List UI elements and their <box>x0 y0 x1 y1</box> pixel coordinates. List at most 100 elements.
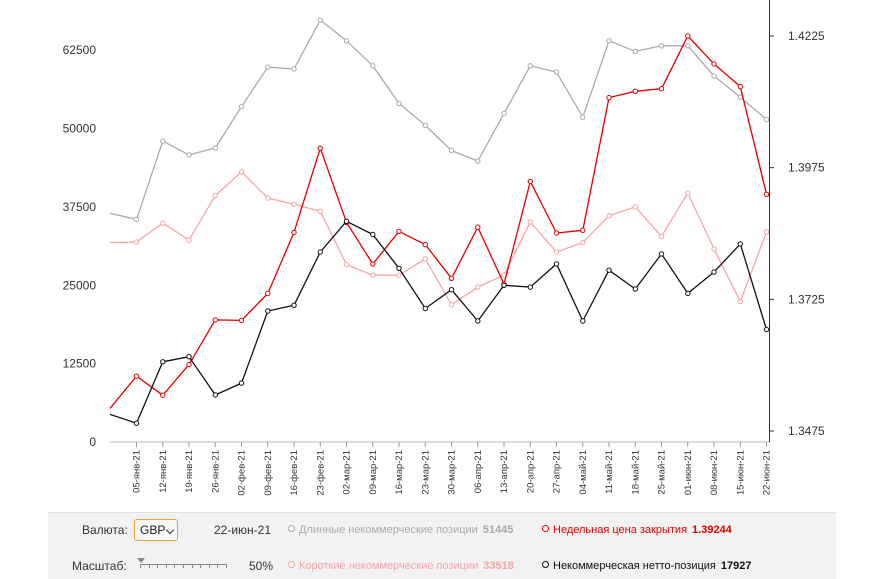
x-tick-label: 20-апр-21 <box>525 450 536 493</box>
data-point <box>133 239 140 245</box>
legend-short-value: 33518 <box>483 560 514 572</box>
data-point <box>422 122 428 129</box>
y-left-tick-label: 0 <box>89 435 96 449</box>
data-point <box>370 231 376 238</box>
legend-short[interactable]: Короткие некоммерческие позиции 33518 <box>288 560 514 572</box>
series-line <box>109 171 768 306</box>
x-tick-label: 01-июн-21 <box>683 450 694 495</box>
data-point <box>711 61 717 67</box>
data-point <box>422 241 428 248</box>
x-tick-label: 11-май-21 <box>604 450 615 494</box>
data-point <box>632 88 638 95</box>
scale-slider-tick <box>183 564 184 568</box>
legend-net[interactable]: Некоммерческая нетто-позиция 17927 <box>542 560 751 572</box>
data-point <box>370 261 376 267</box>
data-point <box>606 94 612 101</box>
scale-slider-tick <box>140 564 141 568</box>
data-point <box>711 269 717 275</box>
legend-price-value: 1.39244 <box>692 524 732 536</box>
data-point <box>133 373 140 379</box>
data-point <box>658 43 665 49</box>
data-point <box>291 66 297 72</box>
y-right-tick-label: 1.3725 <box>788 292 825 306</box>
data-point <box>343 218 350 225</box>
data-point <box>711 73 717 79</box>
scale-slider[interactable] <box>137 557 227 571</box>
x-tick-label: 02-фев-21 <box>237 450 248 496</box>
x-tick-label: 04-май-21 <box>578 450 589 495</box>
data-point <box>475 318 481 324</box>
data-point <box>553 69 560 75</box>
legend-short-marker-icon <box>288 561 295 568</box>
data-point <box>606 38 612 44</box>
data-point <box>658 233 665 240</box>
data-point <box>448 302 455 308</box>
series-line <box>109 19 767 221</box>
legend-long-label: Длинные некоммерческие позиции <box>299 524 478 536</box>
currency-value: GBP <box>140 523 166 537</box>
x-tick-label: 27-апр-21 <box>552 450 563 493</box>
data-point <box>580 227 586 234</box>
y-left-tick-label: 37500 <box>63 200 97 214</box>
data-point <box>448 287 455 293</box>
data-point <box>632 286 638 292</box>
data-point <box>396 272 402 278</box>
legend-net-label: Некоммерческая нетто-позиция <box>553 560 716 572</box>
scale-label: Масштаб: <box>72 559 127 573</box>
data-point <box>212 192 219 199</box>
data-point <box>160 359 166 365</box>
x-tick-label: 30-мар-21 <box>447 450 458 495</box>
x-tick-label: 23-фев-21 <box>315 450 326 496</box>
series-line <box>109 35 768 409</box>
data-point <box>501 110 507 117</box>
data-point <box>317 208 323 215</box>
x-tick-label: 05-янв-21 <box>132 450 143 493</box>
chevron-down-icon <box>165 525 175 535</box>
data-point <box>370 63 376 69</box>
data-point <box>343 261 350 268</box>
data-point <box>527 178 533 185</box>
scale-slider-tick <box>191 564 193 568</box>
data-point <box>527 284 533 290</box>
data-point <box>160 392 166 398</box>
data-point <box>422 305 428 312</box>
data-point <box>186 237 192 243</box>
data-point <box>422 256 428 262</box>
data-point <box>475 224 481 230</box>
data-point <box>370 272 376 278</box>
x-tick-label: 22-июн-21 <box>762 450 773 495</box>
y-left-tick-label: 50000 <box>63 122 97 136</box>
currency-select[interactable]: GBP <box>134 519 178 541</box>
data-point <box>475 284 481 290</box>
data-point <box>212 392 219 398</box>
data-point <box>160 220 166 226</box>
data-point <box>606 213 612 219</box>
x-tick-label: 18-май-21 <box>630 450 641 495</box>
data-point <box>448 147 455 154</box>
scale-slider-tick <box>208 564 210 568</box>
scale-slider-tick <box>226 564 227 568</box>
data-point <box>685 33 691 39</box>
legend-long[interactable]: Длинные некоммерческие позиции 51445 <box>288 524 513 536</box>
data-point <box>632 48 638 55</box>
data-point <box>711 246 717 252</box>
data-point <box>763 116 770 123</box>
data-point <box>763 326 770 333</box>
x-tick-label: 02-мар-21 <box>342 450 353 495</box>
currency-label: Валюта: <box>82 523 128 537</box>
legend-price-marker-icon <box>542 525 549 532</box>
scale-slider-tick <box>148 564 150 568</box>
cot-chart: 0 12500 25000 37500 50000 62500 1.3475 1.3725 1.… <box>63 0 825 496</box>
data-point <box>317 249 323 255</box>
data-point <box>553 230 560 236</box>
legend-long-value: 51445 <box>482 524 514 536</box>
scale-slider-thumb[interactable] <box>137 558 145 563</box>
data-point <box>685 43 691 49</box>
x-tick-label: 19-янв-21 <box>184 450 195 493</box>
x-tick-label: 06-апр-21 <box>473 450 484 493</box>
legend-price-label: Недельная цена закрытия <box>553 524 688 536</box>
legend-price[interactable]: Недельная цена закрытия 1.39244 <box>542 524 732 536</box>
data-point <box>475 158 481 164</box>
scale-slider-tick <box>157 564 159 568</box>
data-point <box>396 265 402 271</box>
